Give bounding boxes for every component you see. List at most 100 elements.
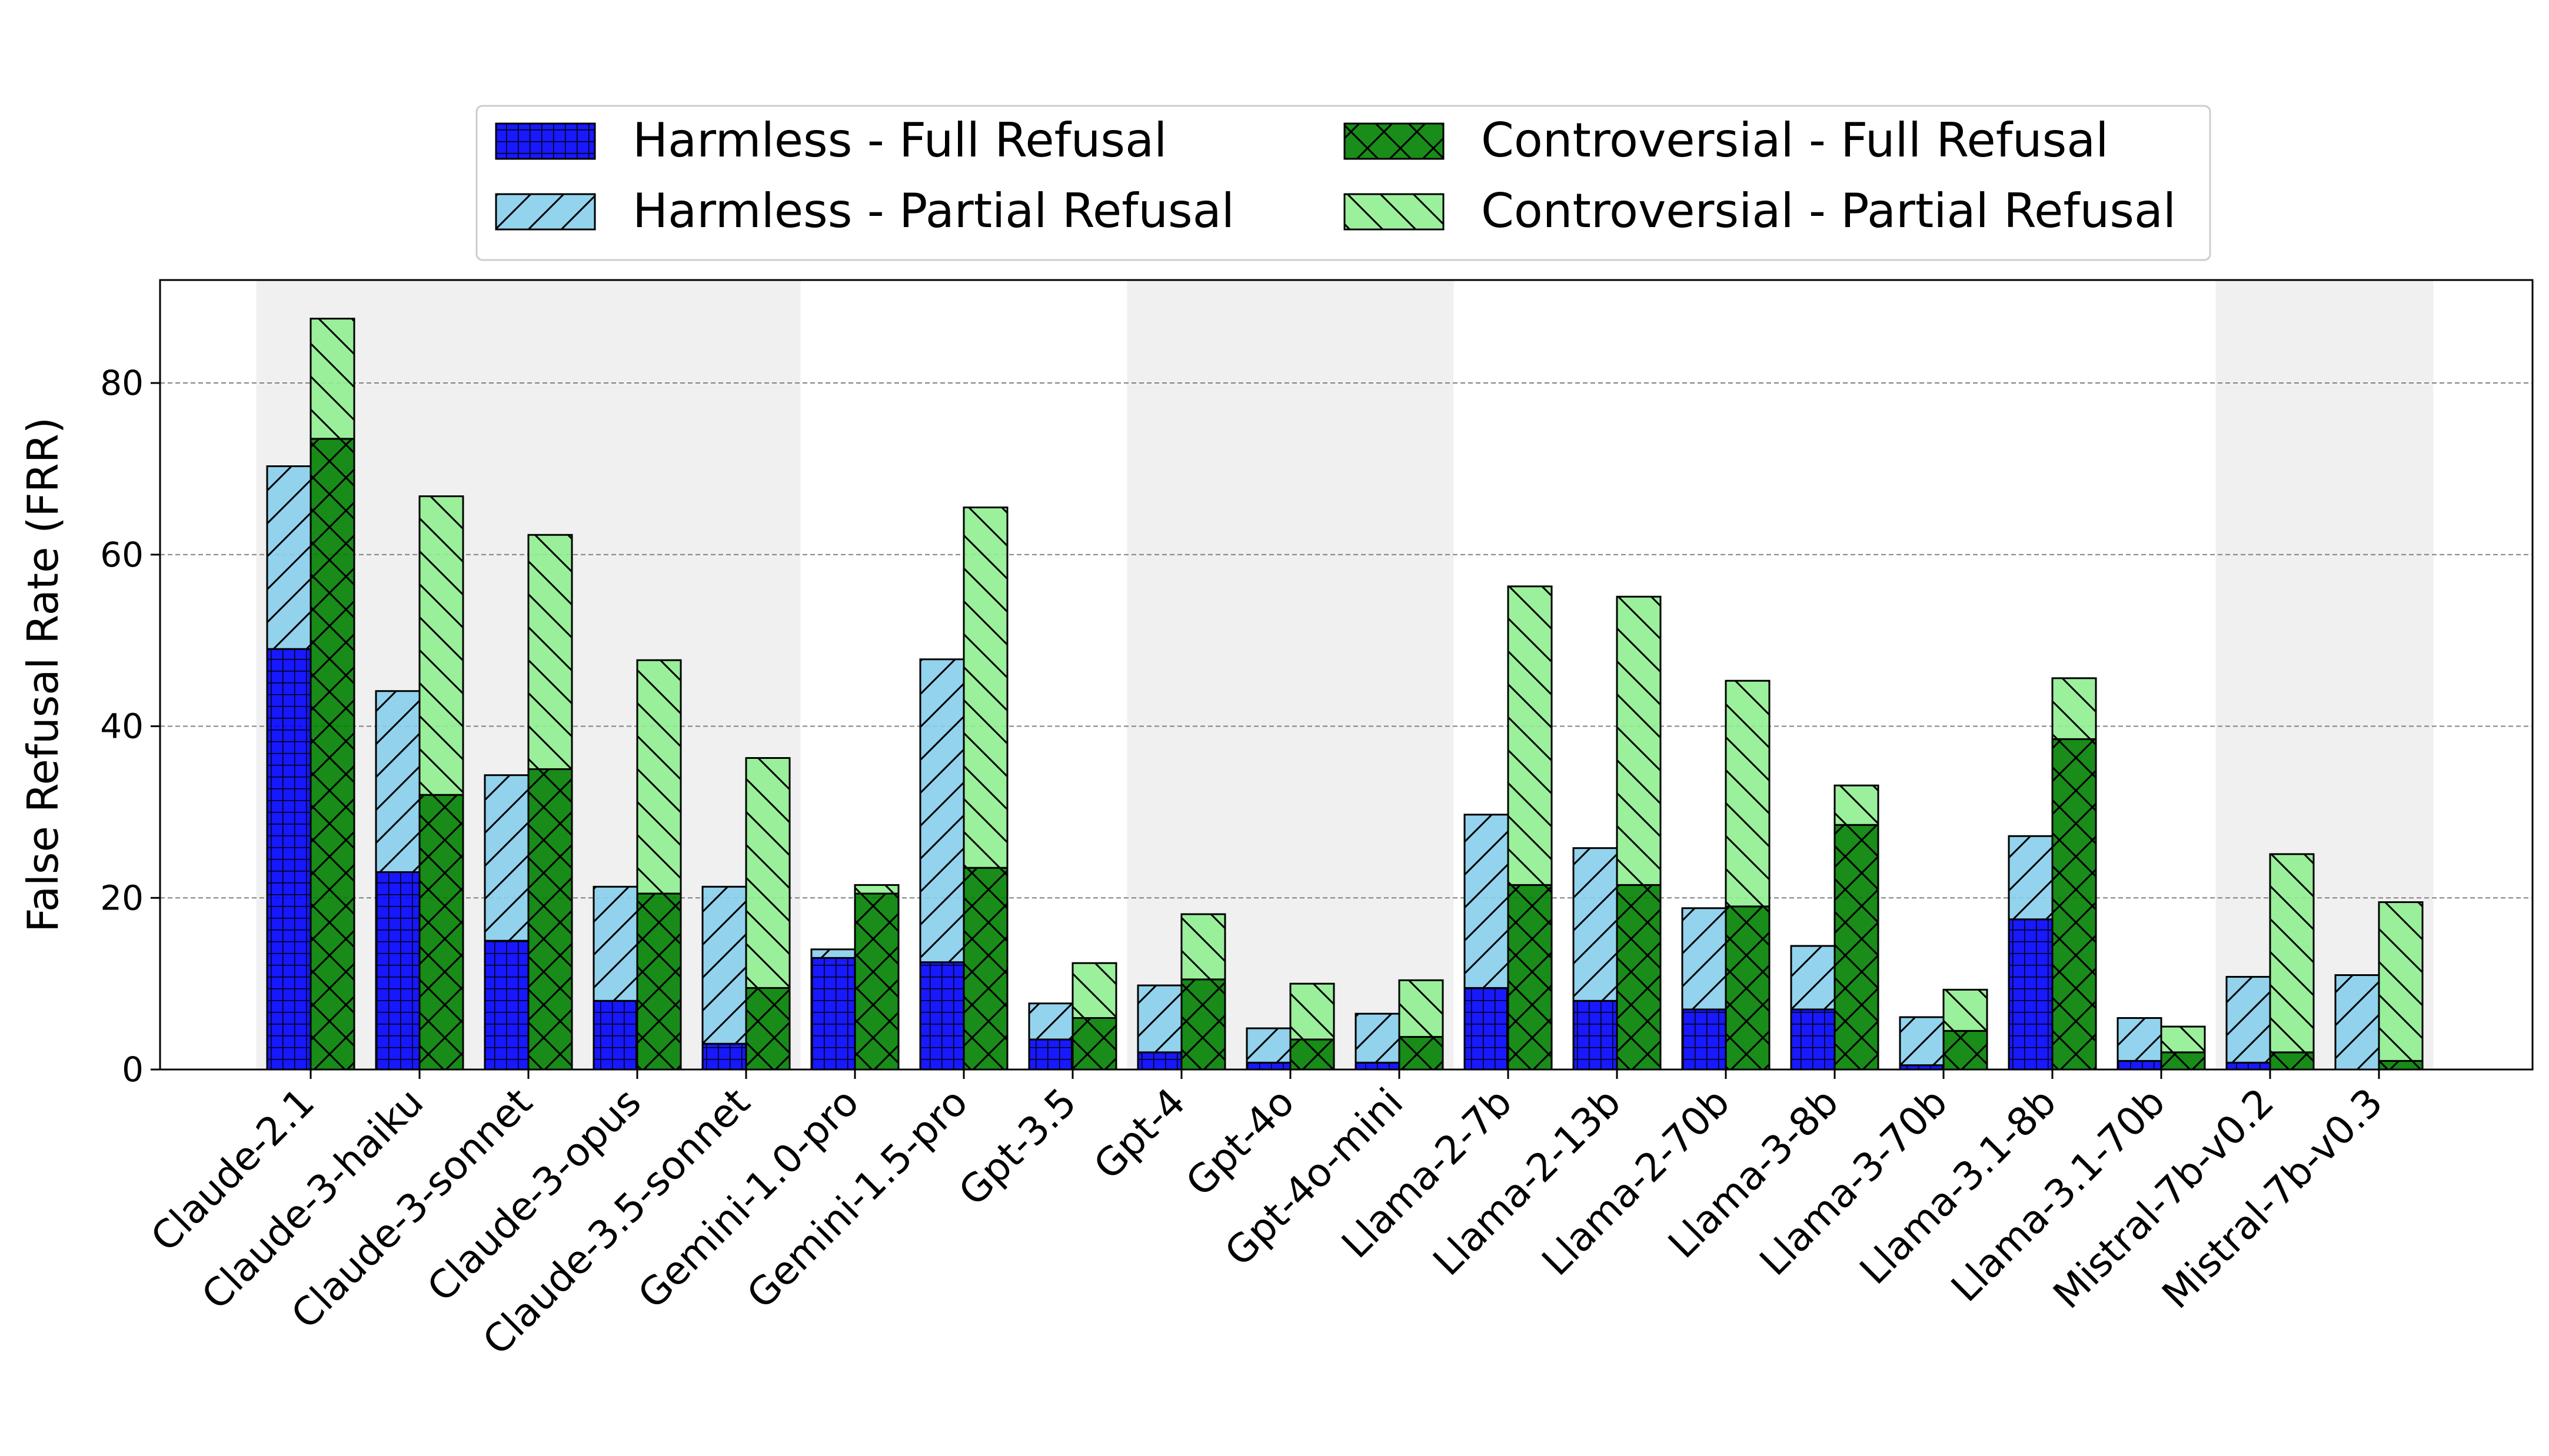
y-axis-ticks: 0 20 40 60 80 xyxy=(100,363,160,1089)
bar-hatch xyxy=(2335,975,2379,1069)
bar-hatch xyxy=(1290,1039,1334,1069)
bar-controversial-3-7 xyxy=(1071,962,1117,1019)
bar-harmless-1-4 xyxy=(701,885,747,1045)
x-tick-label: Gpt-3.5 xyxy=(950,1079,1086,1215)
bar-hatch xyxy=(855,893,899,1069)
bar-hatch xyxy=(1682,908,1726,1009)
bar-hatch xyxy=(637,660,681,894)
bar-harmless-0-10 xyxy=(1355,1061,1400,1071)
bar-hatch xyxy=(1399,980,1443,1037)
bar-edge xyxy=(963,507,1009,869)
bar-hatch xyxy=(1290,984,1334,1039)
x-tick-label: Llama-3.1-8b xyxy=(1851,1079,2065,1293)
bar-hatch xyxy=(703,887,746,1044)
bar-hatch xyxy=(1791,945,1835,1009)
bar-edge xyxy=(1180,913,1226,981)
bar-edge xyxy=(636,659,682,895)
bar-hatch xyxy=(2379,902,2422,1061)
bar-harmless-1-5 xyxy=(810,948,856,959)
bar-hatch xyxy=(964,868,1007,1069)
bar-controversial-3-12 xyxy=(1616,595,1662,886)
bar-hatch xyxy=(376,872,420,1069)
bar-hatch xyxy=(1682,1009,1726,1069)
y-tick-label-20: 20 xyxy=(100,878,144,918)
bar-hatch xyxy=(1508,586,1552,885)
bar-hatch xyxy=(1073,963,1116,1018)
x-tick-label: Llama-2-70b xyxy=(1533,1079,1738,1284)
plot-frame xyxy=(159,279,2534,1071)
bar-hatch xyxy=(594,1001,637,1069)
bar-hatch xyxy=(1399,1037,1443,1069)
bar-hatch xyxy=(1835,825,1878,1069)
bar-controversial-3-13 xyxy=(1725,679,1771,908)
bar-hatch xyxy=(1726,906,1769,1069)
bar-harmless-1-10 xyxy=(1355,1012,1400,1064)
bar-hatch xyxy=(703,1044,746,1069)
bar-controversial-2-3 xyxy=(636,892,682,1071)
bar-controversial-2-2 xyxy=(527,768,573,1071)
bar-hatch xyxy=(2118,1018,2161,1061)
bar-harmless-0-12 xyxy=(1572,999,1618,1071)
bar-hatch xyxy=(1944,989,1987,1031)
bar-hatch xyxy=(267,649,311,1069)
bar-controversial-2-10 xyxy=(1398,1036,1444,1071)
bar-hatch xyxy=(2379,1061,2422,1069)
bar-hatch xyxy=(964,507,1007,868)
bar-harmless-0-18 xyxy=(2225,1061,2271,1071)
y-axis-title: False Refusal Rate (FRR) xyxy=(18,417,68,932)
bar-controversial-2-9 xyxy=(1289,1038,1335,1071)
bar-edge xyxy=(1289,982,1335,1041)
bar-hatch xyxy=(2052,739,2096,1069)
legend: Harmless - Full Refusal Harmless - Partia… xyxy=(475,105,2211,261)
bar-harmless-1-19 xyxy=(2334,974,2380,1071)
bar-hatch xyxy=(2227,1062,2270,1069)
bar-edge xyxy=(1833,784,1879,826)
x-axis-ticks: Claude-2.1Claude-3-haikuClaude-3-sonnetC… xyxy=(142,1069,2391,1364)
bar-harmless-1-16 xyxy=(2008,835,2054,921)
bar-hatch xyxy=(1726,681,1769,907)
legend-swatch-hatch xyxy=(496,194,595,229)
bar-hatch xyxy=(267,466,311,649)
bar-hatch xyxy=(420,795,463,1069)
bar-hatch xyxy=(311,318,354,439)
y-tick-label-0: 0 xyxy=(122,1049,144,1089)
legend-swatch-hatch xyxy=(1345,124,1443,159)
bar-edge xyxy=(418,495,464,796)
bar-harmless-1-3 xyxy=(593,885,638,1002)
bar-controversial-3-10 xyxy=(1398,979,1444,1038)
bar-hatch xyxy=(1247,1028,1290,1063)
bar-harmless-0-11 xyxy=(1463,987,1509,1071)
bar-hatch xyxy=(811,949,855,958)
bar-harmless-1-9 xyxy=(1246,1027,1292,1064)
bar-hatch xyxy=(2161,1052,2205,1069)
bar-controversial-2-4 xyxy=(745,987,791,1071)
bar-controversial-3-17 xyxy=(2160,1025,2206,1054)
bar-harmless-0-5 xyxy=(810,957,856,1071)
bar-edge xyxy=(527,534,573,770)
bar-harmless-0-1 xyxy=(375,871,421,1071)
legend-label: Controversial - Full Refusal xyxy=(1481,113,2109,168)
bar-harmless-0-0 xyxy=(266,648,312,1071)
bar-edge xyxy=(1616,595,1662,886)
legend-swatch-hatch xyxy=(1345,194,1443,229)
bar-hatch xyxy=(1247,1062,1290,1069)
bar-hatch xyxy=(1182,914,1225,979)
bar-harmless-1-18 xyxy=(2225,975,2271,1064)
bar-controversial-2-12 xyxy=(1616,884,1662,1071)
bar-controversial-3-6 xyxy=(963,507,1009,869)
bar-hatch xyxy=(528,769,572,1069)
bar-hatch xyxy=(637,893,681,1069)
bar-harmless-0-7 xyxy=(1028,1038,1074,1071)
legend-item-0: Harmless - Full Refusal xyxy=(495,113,1167,168)
legend-swatch-edge xyxy=(1343,122,1445,160)
bar-hatch xyxy=(1138,985,1182,1052)
bar-edge xyxy=(2051,677,2097,740)
bar-controversial-2-1 xyxy=(418,794,464,1071)
bar-hatch xyxy=(1138,1052,1182,1069)
bar-hatch xyxy=(920,962,964,1069)
bar-hatch xyxy=(594,887,637,1001)
legend-swatch-edge xyxy=(495,122,596,160)
bar-hatch xyxy=(528,535,572,769)
bar-harmless-0-4 xyxy=(701,1042,747,1071)
bar-hatch xyxy=(420,496,463,795)
